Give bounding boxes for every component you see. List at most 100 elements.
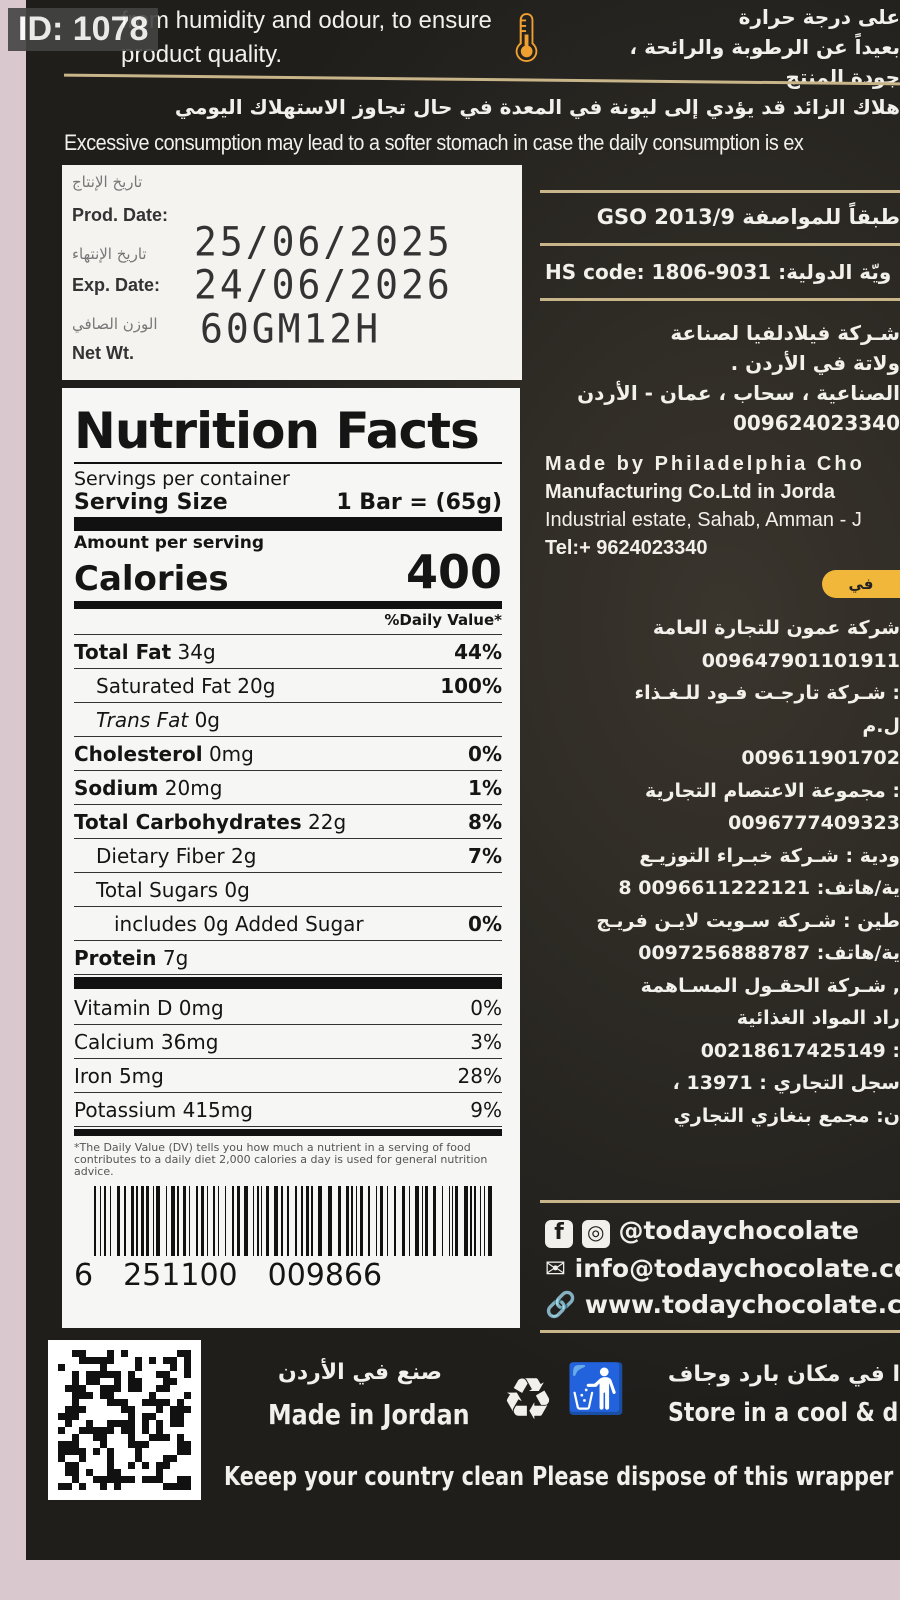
qr-module	[156, 1434, 163, 1441]
barcode-bar	[196, 1186, 198, 1256]
barcode-bar	[488, 1186, 492, 1256]
vitamin-name: Calcium	[74, 1029, 155, 1054]
barcode-bar	[104, 1186, 106, 1256]
vitamin-amount: 0mg	[178, 995, 224, 1020]
gso-standard: طبقاً للمواصفة GSO 2013/9	[596, 205, 900, 229]
qr-module	[58, 1364, 65, 1371]
nutrient-amount: 7g	[162, 945, 189, 970]
qr-module	[121, 1399, 128, 1406]
barcode-bar	[141, 1186, 144, 1256]
qr-module	[142, 1399, 149, 1406]
qr-module	[177, 1350, 184, 1357]
barcode-bar	[306, 1186, 309, 1256]
qr-module	[107, 1462, 114, 1469]
qr-module	[93, 1448, 100, 1455]
qr-module	[79, 1385, 86, 1392]
warning-ar: هلاك الزائد قد يؤدي إلى ليونة في المعدة …	[174, 95, 900, 119]
distributor-line: ن: مجمع بنغازي التجاري	[673, 1104, 900, 1127]
qr-module	[170, 1406, 177, 1413]
barcode-bar	[449, 1186, 450, 1256]
qr-module	[107, 1357, 114, 1364]
qr-module	[65, 1462, 72, 1469]
barcode-bar	[433, 1186, 436, 1256]
qr-module	[107, 1392, 114, 1399]
qr-module	[142, 1427, 149, 1434]
barcode-bar	[281, 1186, 283, 1256]
instagram-icon[interactable]: ◎	[581, 1220, 610, 1248]
calories-value: 400	[405, 545, 502, 599]
qr-module	[135, 1378, 142, 1385]
distributor-line: 009611901702	[741, 747, 900, 769]
qr-module	[65, 1448, 72, 1455]
qr-module	[114, 1385, 121, 1392]
maker-en: Made by Philadelphia Cho Manufacturing C…	[545, 450, 865, 562]
nutrient-name: includes 0g Added Sugar	[114, 911, 364, 936]
qr-code[interactable]	[48, 1340, 201, 1500]
email-row: ✉ info@todaychocolate.co	[545, 1254, 900, 1283]
qr-module	[170, 1364, 177, 1371]
barcode-bar	[301, 1186, 303, 1256]
qr-module	[65, 1483, 72, 1490]
qr-module	[149, 1413, 156, 1420]
calories-label: Calories	[74, 559, 229, 599]
amount-per-serving: Amount per serving	[74, 533, 265, 553]
divider	[540, 298, 900, 301]
qr-module	[58, 1413, 65, 1420]
qr-module	[93, 1476, 100, 1483]
qr-module	[170, 1455, 177, 1462]
barcode-bar	[356, 1186, 357, 1256]
nutrient-amount: 2g	[230, 843, 257, 868]
serving-size-value: 1 Bar = (65g)	[336, 490, 502, 515]
qr-module	[107, 1455, 114, 1462]
website-link[interactable]: www.todaychocolate.co	[584, 1290, 900, 1319]
qr-module	[58, 1455, 65, 1462]
nutrient-name: Saturated Fat	[96, 673, 231, 698]
trash-bin-icon: 🚮	[566, 1363, 626, 1416]
exp-date-label: Exp. Date:	[72, 275, 161, 295]
nutrient-amount: 34g	[177, 639, 216, 664]
qr-module	[184, 1406, 191, 1413]
qr-module	[107, 1469, 114, 1476]
qr-module	[135, 1385, 142, 1392]
qr-module	[156, 1399, 163, 1406]
qr-module	[72, 1469, 79, 1476]
storage-note-en: from humidity and odour, to ensure produ…	[121, 4, 492, 72]
qr-module	[72, 1476, 79, 1483]
qr-module	[163, 1357, 170, 1364]
vitamin-dv: 28%	[457, 1063, 502, 1088]
qr-module	[72, 1406, 79, 1413]
distributor-line: 009647901101911	[701, 649, 900, 672]
qr-module	[177, 1483, 184, 1490]
divider	[540, 1330, 900, 1333]
qr-module	[65, 1385, 72, 1392]
qr-module	[177, 1476, 184, 1483]
qr-module	[93, 1378, 100, 1385]
qr-module	[184, 1476, 191, 1483]
qr-module	[177, 1406, 184, 1413]
nutrient-name: Sodium	[74, 775, 159, 800]
barcode-bar	[171, 1186, 175, 1256]
qr-module	[58, 1441, 65, 1448]
vitamin-row: Vitamin D 0mg 0%	[74, 991, 502, 1025]
qr-module	[79, 1448, 86, 1455]
qr-module	[65, 1469, 72, 1476]
qr-module	[149, 1392, 156, 1399]
qr-module	[121, 1476, 128, 1483]
barcode: 6 251100 009866	[74, 1186, 502, 1296]
social-handle[interactable]: @todaychocolate	[618, 1216, 859, 1245]
qr-module	[184, 1350, 191, 1357]
maker-ar-line: 009624023340	[733, 411, 900, 435]
divider	[74, 1129, 502, 1136]
qr-module	[107, 1476, 114, 1483]
facebook-icon[interactable]: f	[545, 1220, 573, 1248]
nutrient-row: Saturated Fat 20g 100%	[74, 669, 502, 703]
qr-module	[114, 1378, 121, 1385]
qr-module	[121, 1350, 128, 1357]
barcode-bar	[189, 1186, 190, 1256]
distributor-line: راد المواد الغذائية	[736, 1007, 900, 1029]
qr-module	[93, 1434, 100, 1441]
qr-module	[107, 1399, 114, 1406]
barcode-bar	[346, 1186, 349, 1256]
qr-module	[72, 1371, 79, 1378]
email-link[interactable]: info@todaychocolate.co	[574, 1254, 900, 1283]
